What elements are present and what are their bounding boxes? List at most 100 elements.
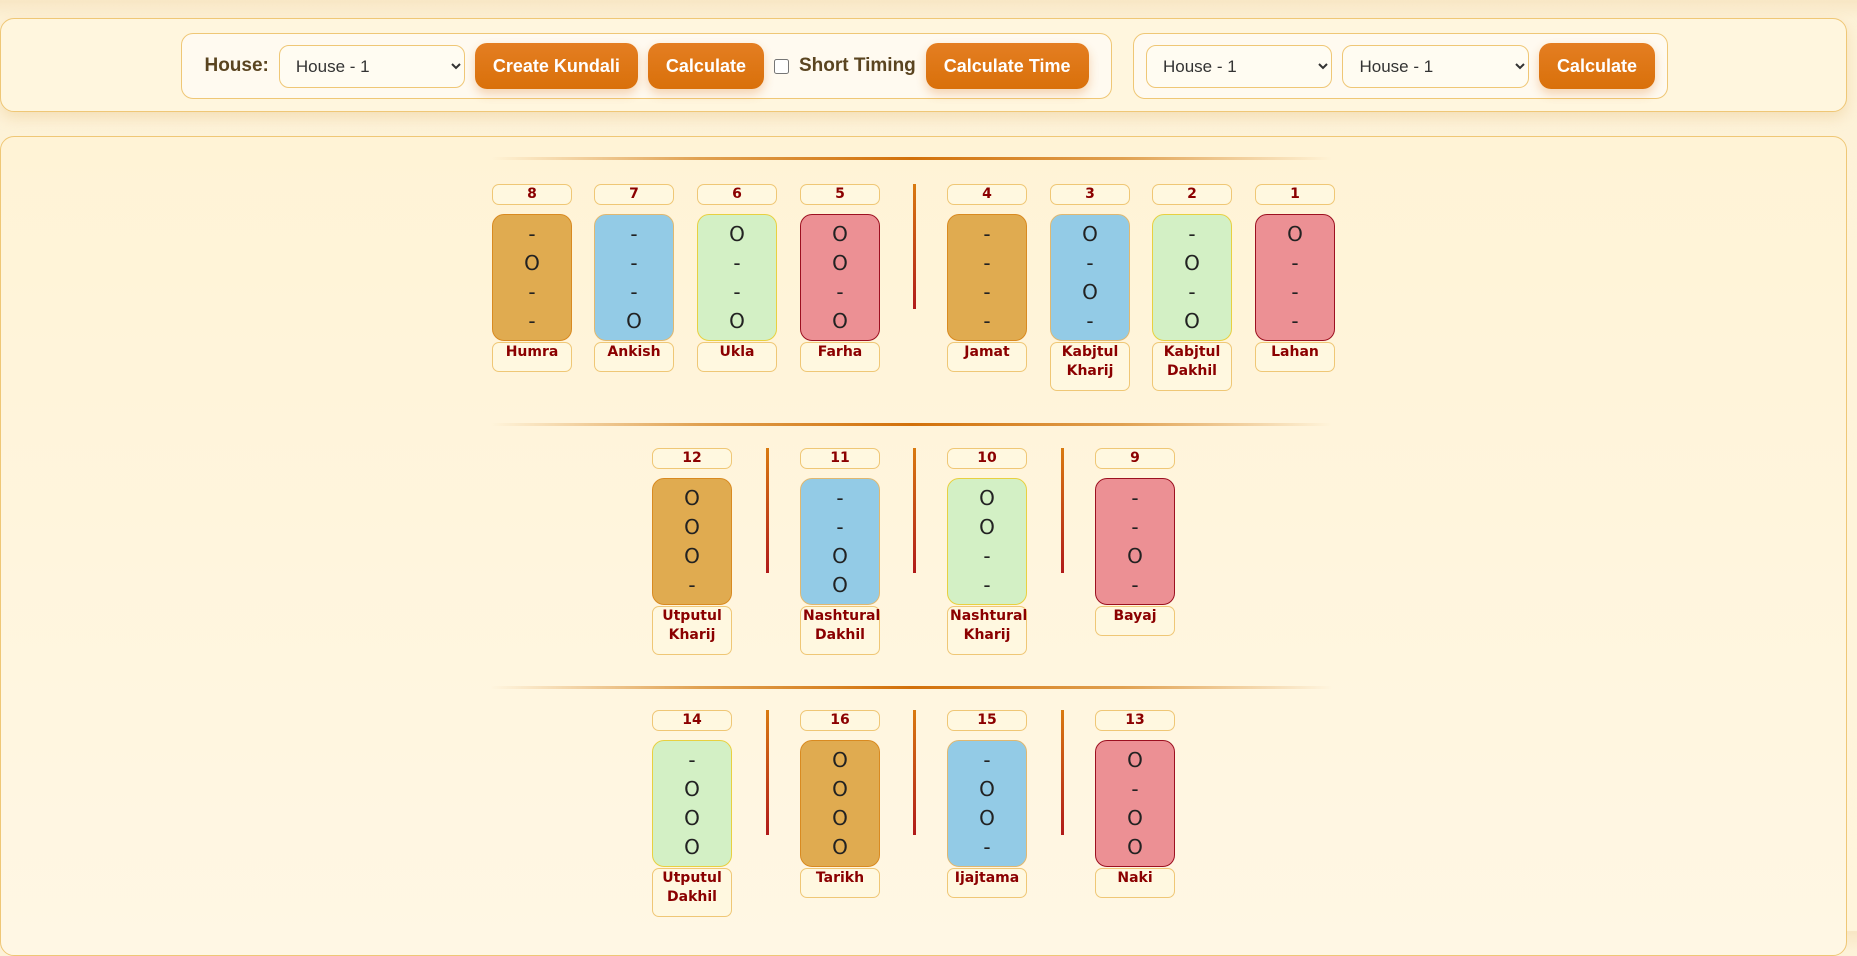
dash-mark: - [1086,309,1094,334]
dash-mark: - [688,573,696,598]
circle-mark: O [832,221,848,246]
circle-mark: O [684,806,700,831]
circle-mark: O [684,835,700,860]
house-number: 3 [1050,184,1130,205]
house-column: 13 O - O O Naki [1095,710,1175,898]
column-divider [766,448,769,573]
row-divider-line [491,686,1332,689]
house-column: 15 - O O - Ijajtama [947,710,1027,898]
house-number: 7 [594,184,674,205]
calculate-compare-button[interactable]: Calculate [1538,43,1655,89]
house-name: Nashtural Kharij [947,606,1027,655]
house-number: 14 [652,710,732,731]
house-card[interactable]: - - - - [947,214,1027,341]
dash-mark: - [983,309,991,334]
house-name: Lahan [1255,342,1335,372]
dash-mark: - [1131,485,1139,510]
circle-mark: O [1184,309,1200,334]
circle-mark: O [832,309,848,334]
house-name: Ukla [697,342,777,372]
house-number: 8 [492,184,572,205]
calculate-button[interactable]: Calculate [647,43,764,89]
circle-mark: O [832,573,848,598]
dash-mark: - [733,280,741,305]
house-name: Ijajtama [947,868,1027,898]
dash-mark: - [528,221,536,246]
circle-mark: O [684,514,700,539]
dash-mark: - [733,250,741,275]
dash-mark: - [528,280,536,305]
house-name: Utputul Kharij [652,606,732,655]
circle-mark: O [832,544,848,569]
house-column: 4 - - - - Jamat [947,184,1027,372]
dash-mark: - [836,485,844,510]
column-divider [913,710,916,835]
house-number: 2 [1152,184,1232,205]
column-divider [913,184,916,309]
house-select-b[interactable]: House - 1 [1342,44,1529,88]
house-card[interactable]: O - - - [1255,214,1335,341]
short-timing-checkbox[interactable] [773,58,789,74]
house-number: 12 [652,448,732,469]
column-divider [1061,710,1064,835]
house-number: 9 [1095,448,1175,469]
circle-mark: O [979,776,995,801]
house-card[interactable]: - - O - [1095,478,1175,605]
dash-mark: - [983,747,991,772]
house-column: 12 O O O - Utputul Kharij [652,448,732,655]
house-number: 15 [947,710,1027,731]
house-card[interactable]: O - O - [1050,214,1130,341]
calculate-time-button[interactable]: Calculate Time [925,43,1089,89]
circle-mark: O [524,250,540,275]
house-card[interactable]: - - - O [594,214,674,341]
house-select-a[interactable]: House - 1 [1146,44,1333,88]
house-name: Humra [492,342,572,372]
dash-mark: - [983,835,991,860]
toolbar-panel: House: House - 1 Create Kundali Calculat… [0,18,1847,112]
short-timing-label: Short Timing [798,55,916,76]
circle-mark: O [1082,221,1098,246]
dash-mark: - [1086,250,1094,275]
dash-mark: - [836,280,844,305]
house-card[interactable]: O - - O [697,214,777,341]
circle-mark: O [684,544,700,569]
house-column: 8 - O - - Humra [492,184,572,372]
house-column: 16 O O O O Tarikh [800,710,880,898]
circle-mark: O [1127,835,1143,860]
house-column: 3 O - O - Kabjtul Kharij [1050,184,1130,391]
dash-mark: - [528,309,536,334]
house-name: Nashtural Dakhil [800,606,880,655]
circle-mark: O [729,221,745,246]
dash-mark: - [1131,776,1139,801]
dash-mark: - [1131,573,1139,598]
dash-mark: - [1291,250,1299,275]
house-number: 11 [800,448,880,469]
dash-mark: - [983,280,991,305]
column-divider [1061,448,1064,573]
house-name: Kabjtul Dakhil [1152,342,1232,391]
house-number: 16 [800,710,880,731]
house-number: 6 [697,184,777,205]
house-card[interactable]: - O - O [1152,214,1232,341]
row-divider-line [491,157,1332,160]
circle-mark: O [979,806,995,831]
house-card[interactable]: - O - - [492,214,572,341]
house-number: 5 [800,184,880,205]
house-number: 13 [1095,710,1175,731]
house-select[interactable]: House - 1 [278,44,465,88]
circle-mark: O [832,250,848,275]
create-kundali-button[interactable]: Create Kundali [474,43,638,89]
dash-mark: - [983,544,991,569]
circle-mark: O [684,776,700,801]
circle-mark: O [626,309,642,334]
dash-mark: - [1291,280,1299,305]
house-column: 1 O - - - Lahan [1255,184,1335,372]
